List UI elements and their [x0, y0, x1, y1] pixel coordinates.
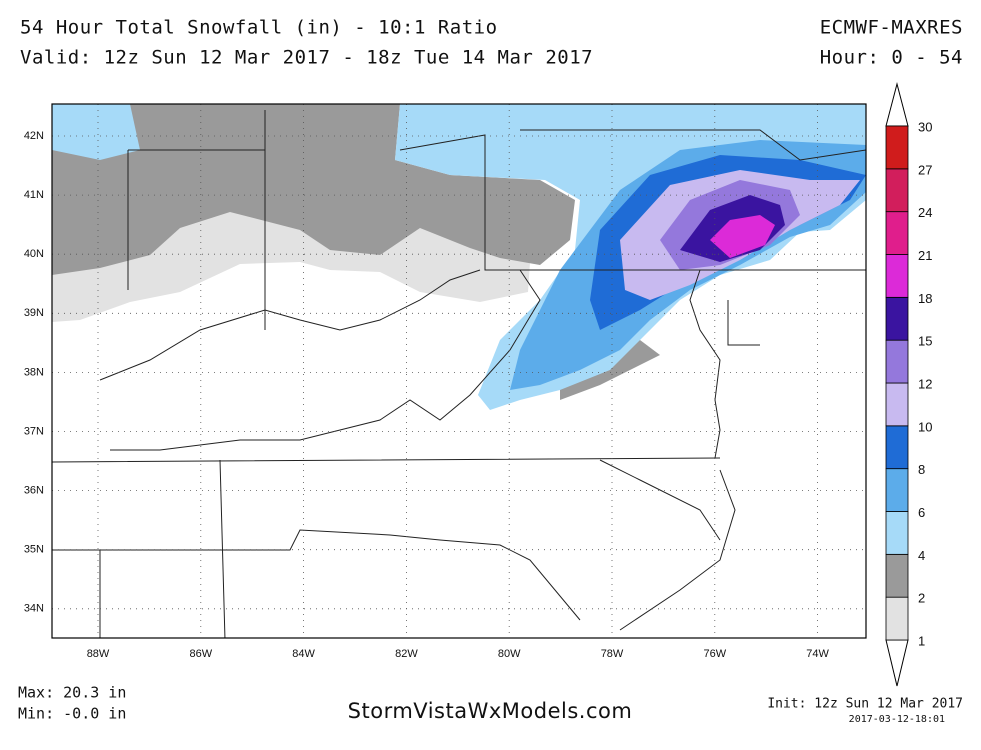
lon-label: 78W	[601, 648, 624, 660]
lat-label: 41N	[24, 189, 44, 201]
colorbar-label: 12	[918, 376, 932, 391]
colorbar-label: 27	[918, 162, 932, 177]
snow-4-6-north	[52, 104, 140, 160]
colorbar-swatch	[885, 339, 909, 384]
snow-18-21	[710, 215, 775, 258]
lat-label: 39N	[24, 307, 44, 319]
colorbar-swatch	[885, 468, 909, 512]
colorbar-bottom-arrow	[885, 639, 909, 687]
min-value: Min: -0.0 in	[18, 705, 126, 723]
init-time: Init: 12z Sun 12 Mar 2017	[767, 697, 963, 712]
colorbar-swatch	[885, 296, 909, 341]
colorbar-label: 18	[918, 291, 932, 306]
colorbar-swatch	[885, 596, 909, 641]
lon-label: 76W	[703, 648, 726, 660]
map-frame	[51, 103, 867, 639]
colorbar-label: 15	[918, 334, 932, 349]
snow-1-2	[52, 208, 530, 322]
max-value: Max: 20.3 in	[18, 684, 126, 702]
colorbar-label: 2	[918, 591, 925, 606]
lat-label: 40N	[24, 248, 44, 260]
lat-label: 36N	[24, 485, 44, 497]
snow-2-4	[52, 104, 575, 275]
lat-label: 35N	[24, 544, 44, 556]
lon-label: 80W	[498, 648, 521, 660]
forecast-hours: Hour: 0 - 54	[820, 47, 963, 69]
colorbar-swatch	[885, 125, 909, 170]
colorbar-label: 6	[918, 505, 925, 520]
map-area	[52, 104, 866, 638]
colorbar-label: 8	[918, 462, 925, 477]
lon-label: 74W	[806, 648, 829, 660]
valid-time: Valid: 12z Sun 12 Mar 2017 - 18z Tue 14 …	[20, 47, 593, 69]
colorbar-swatch	[885, 211, 909, 255]
lon-label: 88W	[87, 648, 110, 660]
title: 54 Hour Total Snowfall (in) - 10:1 Ratio	[20, 17, 498, 39]
lat-label: 37N	[24, 425, 44, 437]
colorbar-label: 1	[918, 633, 925, 648]
colorbar-top-arrow	[885, 82, 909, 127]
lon-label: 84W	[292, 648, 315, 660]
colorbar-swatch	[885, 511, 909, 555]
colorbar-swatch	[885, 254, 909, 298]
colorbar-label: 21	[918, 248, 932, 263]
lat-label: 42N	[24, 130, 44, 142]
colorbar-label: 30	[918, 119, 932, 134]
colorbar-swatch	[885, 382, 909, 427]
lat-label: 34N	[24, 603, 44, 615]
colorbar-label: 24	[918, 205, 932, 220]
colorbar-label: 10	[918, 419, 932, 434]
colorbar-swatch	[885, 425, 909, 470]
model-name: ECMWF-MAXRES	[820, 17, 963, 39]
colorbar-label: 4	[918, 548, 925, 563]
graticule: 42N 41N 40N 39N 38N 37N 36N 35N 34N 88W 86W 84W 82W 8…	[24, 104, 866, 660]
borders	[52, 110, 866, 638]
lat-label: 38N	[24, 366, 44, 378]
colorbar-swatch	[885, 553, 909, 598]
colorbar-swatch	[885, 168, 909, 213]
timestamp: 2017-03-12-18:01	[849, 714, 945, 725]
site-name: StormVistaWxModels.com	[348, 699, 633, 723]
lon-label: 86W	[189, 648, 212, 660]
lon-label: 82W	[395, 648, 418, 660]
